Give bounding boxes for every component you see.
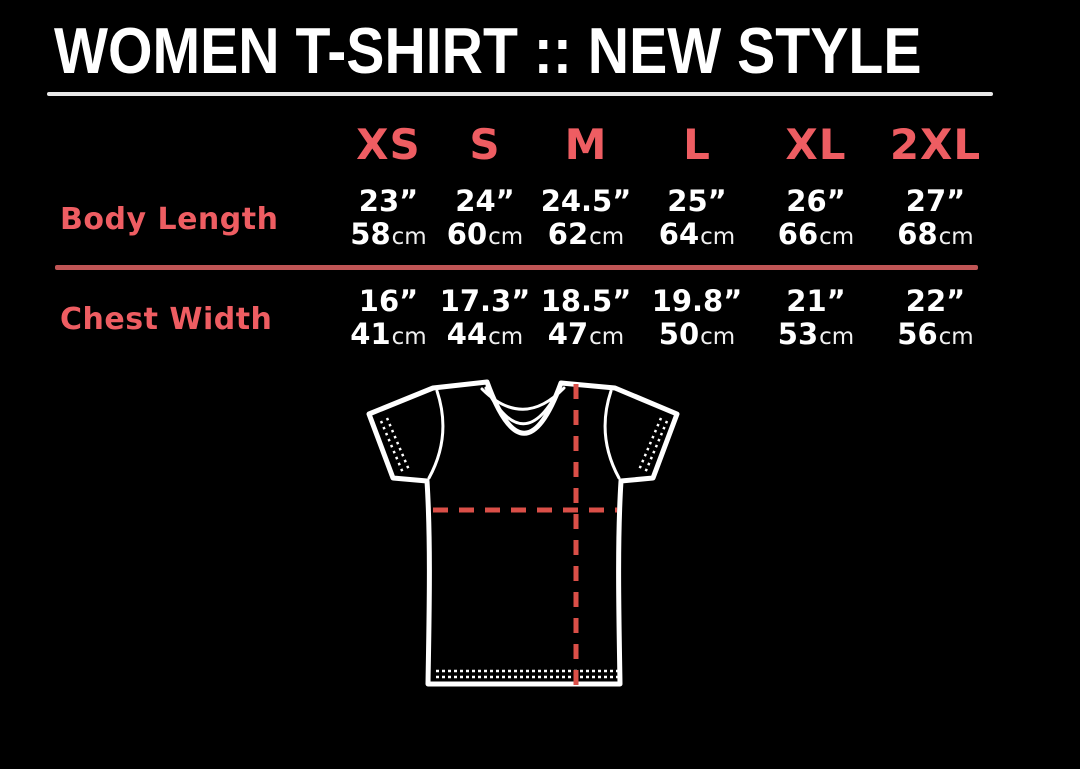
- cm-value: 41cm: [350, 317, 427, 351]
- page-title: WOMEN T-SHIRT :: NEW STYLE: [54, 14, 922, 87]
- inch-value: 16”: [358, 284, 419, 318]
- row-label-chest-width: Chest Width: [60, 301, 273, 337]
- cm-value: 62cm: [547, 217, 625, 251]
- tshirt-outline: [366, 379, 680, 687]
- cm-unit: cm: [700, 224, 736, 250]
- body-length-xl: 26” 66cm: [755, 184, 877, 254]
- hem-stitch: [436, 669, 618, 679]
- inch-value: 22”: [905, 284, 966, 318]
- inch-value: 21”: [786, 284, 846, 318]
- cm-unit: cm: [391, 324, 427, 350]
- cm-unit: cm: [819, 324, 855, 350]
- inch-value: 18.5”: [540, 284, 632, 318]
- cm-unit: cm: [488, 224, 524, 250]
- inch-value: 23”: [358, 184, 419, 218]
- cm-unit: cm: [938, 324, 974, 350]
- size-header-m: M: [564, 119, 608, 169]
- inch-value: 17.3”: [439, 284, 531, 318]
- body-length-2xl: 27” 68cm: [877, 184, 994, 254]
- cm-unit: cm: [819, 224, 855, 250]
- cm-value: 60cm: [446, 217, 524, 251]
- chest-width-2xl: 22” 56cm: [877, 284, 994, 354]
- cm-value: 53cm: [777, 317, 855, 351]
- body-length-l: 25” 64cm: [639, 184, 755, 254]
- body-length-s: 24” 60cm: [437, 184, 533, 254]
- chest-width-xs: 16” 41cm: [340, 284, 437, 354]
- chest-width-m: 18.5” 47cm: [533, 284, 639, 354]
- inch-value: 26”: [786, 184, 846, 218]
- size-header-l: L: [683, 119, 711, 169]
- cm-value: 64cm: [658, 217, 736, 251]
- row-divider-line: [55, 265, 978, 270]
- size-header-row: XS S M L XL 2XL: [55, 118, 994, 170]
- body-length-row: Body Length 23” 58cm 24” 60cm 24.5” 62cm…: [55, 184, 994, 252]
- cm-unit: cm: [589, 224, 625, 250]
- inch-value: 27”: [905, 184, 966, 218]
- size-header-xs: XS: [356, 119, 421, 169]
- cm-value: 50cm: [658, 317, 736, 351]
- cm-value: 58cm: [350, 217, 427, 251]
- sleeve-stitch-left: [379, 417, 411, 474]
- size-header-xl: XL: [785, 119, 847, 169]
- cm-value: 68cm: [897, 217, 974, 251]
- chest-width-row: Chest Width 16” 41cm 17.3” 44cm 18.5” 47…: [55, 284, 994, 352]
- chest-width-xl: 21” 53cm: [755, 284, 877, 354]
- cm-value: 47cm: [547, 317, 625, 351]
- inch-value: 24”: [455, 184, 515, 218]
- body-length-m: 24.5” 62cm: [533, 184, 639, 254]
- cm-unit: cm: [391, 224, 427, 250]
- inch-value: 24.5”: [540, 184, 632, 218]
- tshirt-diagram: [366, 379, 680, 689]
- chest-width-s: 17.3” 44cm: [437, 284, 533, 354]
- cm-value: 44cm: [446, 317, 524, 351]
- inch-value: 25”: [667, 184, 727, 218]
- size-header-s: S: [469, 119, 501, 169]
- armhole-seams: [427, 389, 621, 480]
- sleeve-stitch-right: [637, 417, 669, 474]
- body-length-xs: 23” 58cm: [340, 184, 437, 254]
- row-label-body-length: Body Length: [60, 201, 279, 237]
- inch-value: 19.8”: [651, 284, 743, 318]
- cm-unit: cm: [938, 224, 974, 250]
- title-underline: [47, 92, 993, 96]
- cm-value: 56cm: [897, 317, 974, 351]
- chest-width-l: 19.8” 50cm: [639, 284, 755, 354]
- cm-unit: cm: [589, 324, 625, 350]
- collar-lines: [480, 385, 566, 426]
- cm-unit: cm: [488, 324, 524, 350]
- cm-unit: cm: [700, 324, 736, 350]
- cm-value: 66cm: [777, 217, 855, 251]
- size-header-2xl: 2XL: [889, 119, 982, 169]
